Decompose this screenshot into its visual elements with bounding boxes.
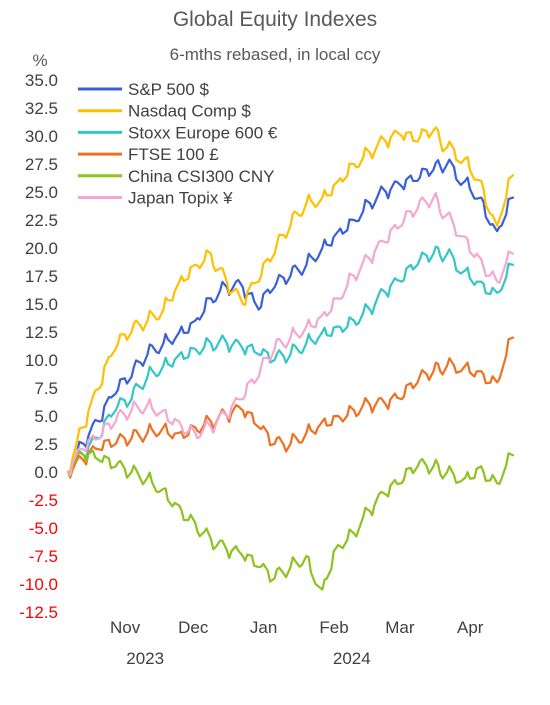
y-tick-label: 7.5	[34, 379, 58, 398]
y-axis-ticks: 35.0 32.5 30.0 27.5 25.0 22.5 20.0 17.5 15.0 12.5…	[19, 71, 58, 622]
legend-label: Japan Topix ¥	[128, 189, 233, 208]
y-tick-label: 20.0	[25, 239, 58, 258]
y-tick-label: 12.5	[25, 323, 58, 342]
y-tick-label: -2.5	[29, 491, 58, 510]
y-tick-label: 10.0	[25, 351, 58, 370]
legend: S&P 500 $ Nasdaq Comp $ Stoxx Europe 600 €…	[78, 80, 278, 208]
y-tick-label: 5.0	[34, 407, 58, 426]
series-line	[66, 158, 515, 475]
y-tick-label: 32.5	[25, 99, 58, 118]
y-tick-label: 27.5	[25, 155, 58, 174]
x-year-label: 2023	[126, 649, 164, 668]
y-tick-label: 30.0	[25, 127, 58, 146]
y-axis-unit-label: %	[32, 51, 47, 70]
y-tick-label: -7.5	[29, 547, 58, 566]
series-line	[66, 336, 515, 479]
y-tick-label: 22.5	[25, 211, 58, 230]
legend-label: FTSE 100 £	[128, 145, 219, 164]
legend-label: Nasdaq Comp $	[128, 102, 251, 121]
x-axis: Nov Dec Jan Feb Mar Apr 2023 2024	[110, 618, 484, 668]
series-line	[66, 449, 515, 591]
x-tick-label: Mar	[385, 618, 415, 637]
x-tick-label: Feb	[319, 618, 348, 637]
legend-label: S&P 500 $	[128, 80, 210, 99]
series-line	[66, 126, 515, 474]
series-line	[66, 192, 515, 476]
y-tick-label: 25.0	[25, 183, 58, 202]
y-tick-label: -10.0	[19, 575, 58, 594]
series-lines	[66, 126, 515, 591]
chart-subtitle: 6-mths rebased, in local ccy	[170, 45, 381, 64]
y-tick-label: -5.0	[29, 519, 58, 538]
x-tick-label: Jan	[250, 618, 277, 637]
x-tick-label: Apr	[457, 618, 484, 637]
chart-title: Global Equity Indexes	[173, 8, 377, 31]
x-tick-label: Dec	[178, 618, 209, 637]
y-tick-label: 2.5	[34, 435, 58, 454]
y-tick-label: 0.0	[34, 463, 58, 482]
legend-label: China CSI300 CNY	[128, 167, 274, 186]
legend-label: Stoxx Europe 600 €	[128, 123, 278, 142]
y-tick-label: 35.0	[25, 71, 58, 90]
series-line	[66, 245, 515, 478]
y-tick-label: 15.0	[25, 295, 58, 314]
y-tick-label: -12.5	[19, 603, 58, 622]
y-tick-label: 17.5	[25, 267, 58, 286]
x-year-label: 2024	[333, 649, 371, 668]
x-tick-label: Nov	[110, 618, 141, 637]
